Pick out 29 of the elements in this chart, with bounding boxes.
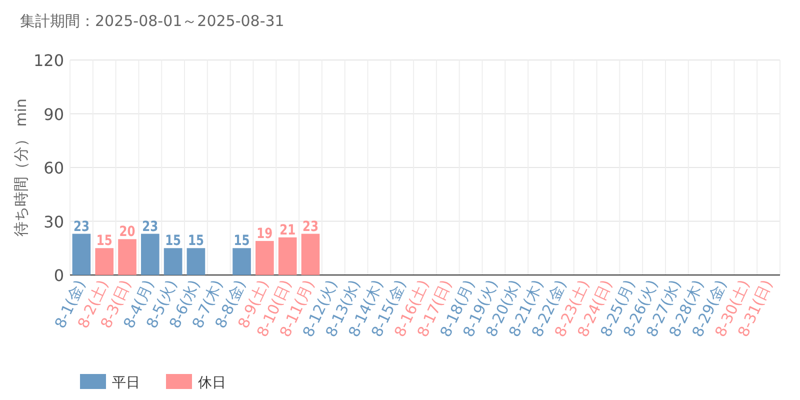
bar: [72, 234, 91, 275]
bar: [186, 248, 206, 275]
data-label: 15: [188, 233, 208, 250]
bar: [118, 239, 136, 275]
bar: [301, 234, 320, 275]
y-axis-title: 待ち時間（分） min: [12, 98, 30, 237]
chart-title: 集計期間：2025-08-01～2025-08-31: [20, 12, 284, 30]
data-label: 15: [165, 233, 185, 250]
data-label: 23: [302, 218, 322, 235]
bar: [256, 240, 274, 275]
bar: [95, 248, 114, 275]
y-tick-label: 90: [44, 104, 64, 124]
y-tick-label: 60: [44, 158, 64, 178]
bar: [232, 248, 251, 275]
y-tick-label: 120: [33, 51, 64, 70]
legend-label: 休日: [198, 375, 226, 391]
data-label: 21: [280, 222, 300, 238]
legend-label: 平日: [112, 375, 140, 391]
data-label: 19: [256, 226, 276, 242]
data-label: 23: [73, 218, 93, 235]
y-tick-label: 0: [54, 266, 64, 285]
bar: [141, 234, 160, 275]
bar: [164, 248, 182, 275]
bar: [278, 237, 297, 275]
data-label: 15: [96, 233, 116, 250]
data-label: 20: [119, 224, 139, 240]
y-tick-label: 30: [44, 212, 64, 232]
data-label: 23: [142, 218, 162, 235]
data-label: 15: [234, 233, 254, 250]
